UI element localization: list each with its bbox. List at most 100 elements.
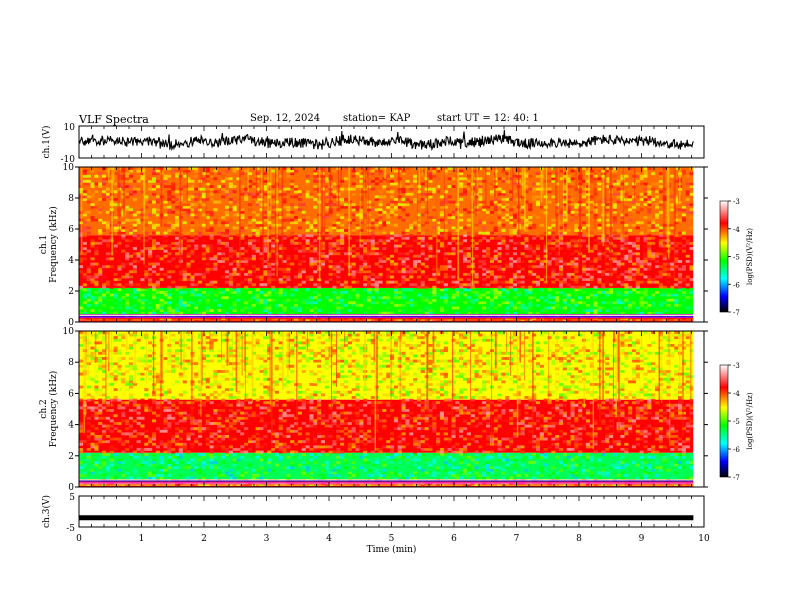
ch1-spectrogram-cell bbox=[286, 187, 291, 191]
ch2-spectrogram-cell bbox=[86, 416, 91, 420]
ch1-spectrogram-cell bbox=[367, 275, 372, 279]
ch1-spectrogram-cell bbox=[589, 303, 594, 307]
ch1-spectrogram-cell bbox=[152, 301, 157, 305]
ch1-spectrogram-cell bbox=[528, 272, 533, 276]
ch1-spectrogram-cell bbox=[505, 280, 510, 284]
ch1-spectrogram-cell bbox=[624, 174, 629, 178]
ch1-spectrogram-cell bbox=[148, 185, 153, 188]
ch1-spectrogram-cell bbox=[681, 267, 686, 271]
ch1-spectrogram-cell bbox=[382, 301, 387, 305]
ch1-spectrogram-cell bbox=[574, 293, 579, 297]
ch1-spectrogram-cell bbox=[324, 296, 329, 300]
ch1-spectrogram-cell bbox=[340, 283, 345, 287]
ch1-spectrogram-cell bbox=[566, 283, 571, 287]
ch1-spectrogram-cell bbox=[102, 192, 107, 196]
ch1-spectrogram-cell bbox=[401, 169, 406, 173]
ch1-spectrogram-cell bbox=[355, 280, 360, 284]
ch1-spectrogram-cell bbox=[459, 278, 464, 281]
ch1-spectrogram-cell bbox=[343, 177, 348, 181]
ch2-spectrogram-cell bbox=[167, 390, 172, 394]
ch1-spectrogram-cell bbox=[455, 291, 460, 294]
ch1-spectrogram-cell bbox=[612, 244, 617, 248]
ch1-spectrogram-cell bbox=[86, 293, 91, 297]
ch2-spectrogram-cell bbox=[86, 455, 91, 459]
ch2-spectrogram-cell bbox=[121, 336, 126, 340]
ch2-spectrogram-cell bbox=[86, 406, 91, 410]
ch1-spectrogram-cell bbox=[363, 249, 368, 253]
ch1-spectrogram-cell bbox=[267, 311, 272, 315]
ch1-spectrogram-cell bbox=[209, 236, 214, 240]
ch1-spectrogram-cell bbox=[509, 208, 514, 212]
ch1-spectrogram-cell bbox=[301, 257, 306, 261]
ch1-spectrogram-cell bbox=[336, 293, 341, 297]
ch1-spectrogram-cell bbox=[374, 241, 379, 245]
ch2-spectrogram-cell bbox=[152, 474, 157, 477]
ch1-spectrogram-cell bbox=[286, 267, 291, 271]
ch1-spectrogram-cell bbox=[351, 270, 356, 274]
ch1-spectrogram-cell bbox=[163, 179, 168, 183]
ch1-spectrogram-cell bbox=[378, 216, 383, 219]
ch1-spectrogram-cell bbox=[597, 236, 602, 240]
ch1-spectrogram-cell bbox=[559, 221, 564, 225]
ch1-spectrogram-cell bbox=[163, 213, 168, 217]
ch1-spectrogram-cell bbox=[589, 272, 594, 276]
ch1-spectrogram-cell bbox=[205, 301, 210, 305]
ch1-spectrogram-cell bbox=[639, 270, 644, 274]
ch1-spectrogram-cell bbox=[493, 257, 498, 261]
ch1-spectrogram-cell bbox=[478, 182, 483, 186]
ch1-spectrogram-cell bbox=[628, 241, 633, 245]
ch1-spectrogram-cell bbox=[178, 285, 183, 289]
ch1-spectrogram-cell bbox=[658, 200, 663, 204]
ch1-spectrogram-cell bbox=[635, 247, 640, 250]
ch1-spectrogram-cell bbox=[501, 205, 506, 209]
ch1-spectrogram-cell bbox=[324, 177, 329, 181]
ch1-spectrogram-cell bbox=[305, 293, 310, 297]
ch2-spectrogram-cell bbox=[186, 414, 191, 418]
ch1-spectrogram-cell bbox=[278, 174, 283, 178]
ch1-spectrogram-cell bbox=[582, 234, 587, 238]
ch1-spectrogram-cell bbox=[386, 270, 391, 274]
ch1-spectrogram-cell bbox=[655, 306, 660, 310]
ch1-spectrogram-cell bbox=[658, 270, 663, 274]
ch1-spectrogram-cell bbox=[555, 303, 560, 307]
ch1-spectrogram-cell bbox=[255, 229, 260, 232]
ch2-spectrogram-cell bbox=[171, 481, 176, 485]
ch1-spectrogram-cell bbox=[90, 241, 95, 245]
ch1-spectrogram-cell bbox=[125, 179, 130, 183]
ch1-spectrogram-cell bbox=[236, 262, 241, 266]
ch1-spectrogram-cell bbox=[125, 303, 130, 307]
ch1-spectrogram-cell bbox=[585, 205, 590, 209]
ch1-spectrogram-cell bbox=[274, 278, 279, 281]
ch1-spectrogram-cell bbox=[512, 296, 517, 300]
ch1-spectrogram-cell bbox=[367, 306, 372, 310]
ch1-spectrogram-cell bbox=[290, 311, 295, 315]
ch2-spectrogram-cell bbox=[175, 481, 180, 485]
ch2-spectrogram-cell bbox=[117, 422, 122, 425]
ch1-spectrogram-cell bbox=[566, 208, 571, 212]
ch2-spectrogram-cell bbox=[98, 331, 103, 334]
ch1-spectrogram-cell bbox=[244, 257, 249, 261]
ch1-spectrogram-cell bbox=[148, 283, 153, 287]
ch2-spectrogram-cell bbox=[98, 466, 103, 470]
ch1-spectrogram-cell bbox=[248, 278, 253, 281]
ch1-spectrogram-cell bbox=[94, 280, 99, 284]
ch1-spectrogram-cell bbox=[336, 213, 341, 217]
ch2-spectrogram-cell bbox=[175, 453, 180, 457]
ch1-spectrogram-cell bbox=[359, 257, 364, 261]
ch1-spectrogram-cell bbox=[432, 205, 437, 209]
ch1-spectrogram-cell bbox=[424, 278, 429, 281]
ch1-spectrogram-cell bbox=[420, 285, 425, 289]
ch1-spectrogram-cell bbox=[463, 301, 468, 305]
ch1-spectrogram-cell bbox=[593, 216, 598, 219]
ch1-spectrogram-cell bbox=[255, 203, 260, 207]
ch1-spectrogram-cell bbox=[232, 179, 237, 183]
ch1-spectrogram-cell bbox=[524, 254, 529, 258]
ch2-spectrogram-cell bbox=[148, 437, 153, 441]
ch1-spectrogram-cell bbox=[144, 303, 149, 307]
ch2-spectrogram-cell bbox=[128, 385, 133, 389]
ch1-spectrogram-cell bbox=[662, 293, 667, 297]
ch1-spectrogram-cell bbox=[301, 218, 306, 222]
ch1-spectrogram-cell bbox=[436, 167, 441, 170]
ch1-spectrogram-cell bbox=[570, 244, 575, 248]
ch1-spectrogram-cell bbox=[132, 288, 137, 292]
